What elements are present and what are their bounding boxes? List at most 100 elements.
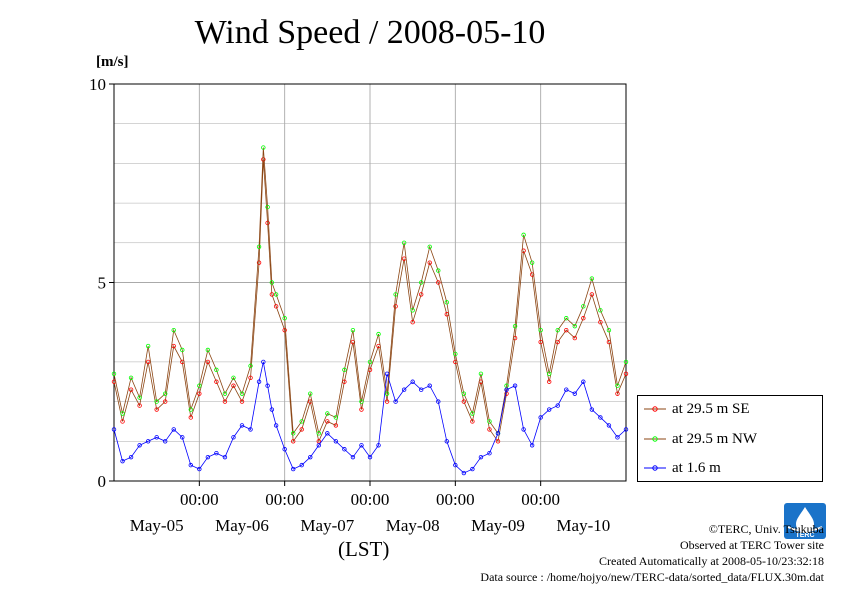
data-point-0 xyxy=(470,419,475,424)
data-point-0 xyxy=(273,304,279,309)
data-point-1 xyxy=(316,431,321,436)
data-point-2 xyxy=(410,379,415,384)
data-point-0 xyxy=(538,339,543,345)
data-point-0 xyxy=(598,320,603,325)
x-tick-label: 00:00 xyxy=(436,490,475,509)
data-point-2 xyxy=(214,451,219,456)
data-point-1 xyxy=(589,276,595,281)
data-point-2 xyxy=(359,443,364,448)
data-point-1 xyxy=(222,391,228,396)
data-point-0 xyxy=(205,359,211,365)
data-point-1 xyxy=(487,419,492,424)
data-point-2 xyxy=(623,427,629,432)
data-point-1 xyxy=(291,431,296,436)
data-point-0 xyxy=(333,423,339,428)
data-point-2 xyxy=(205,454,211,460)
data-point-1 xyxy=(350,327,356,333)
data-point-2 xyxy=(325,431,330,436)
data-point-1 xyxy=(615,383,620,388)
data-point-1 xyxy=(384,391,390,396)
data-point-1 xyxy=(470,411,475,416)
data-point-1 xyxy=(248,363,253,369)
data-point-1 xyxy=(401,240,407,245)
credit-observed: Observed at TERC Tower site xyxy=(679,538,824,552)
data-point-1 xyxy=(376,331,381,337)
data-point-1 xyxy=(180,347,185,353)
data-point-2 xyxy=(291,466,296,472)
data-point-0 xyxy=(547,379,552,384)
data-point-2 xyxy=(504,387,509,392)
data-point-2 xyxy=(162,439,168,444)
data-point-1 xyxy=(581,304,586,309)
data-point-1 xyxy=(205,347,211,353)
data-point-1 xyxy=(555,327,560,333)
data-point-2 xyxy=(308,454,313,460)
y-tick-label: 0 xyxy=(98,472,107,491)
data-point-1 xyxy=(410,308,415,313)
data-point-1 xyxy=(273,292,279,297)
data-point-1 xyxy=(606,327,612,333)
data-point-1 xyxy=(188,407,193,412)
data-point-2 xyxy=(444,439,449,444)
data-point-0 xyxy=(145,359,151,365)
data-point-2 xyxy=(128,454,134,460)
data-point-2 xyxy=(222,454,228,460)
data-point-2 xyxy=(436,399,441,404)
x-tick-label: 00:00 xyxy=(265,490,304,509)
data-point-1 xyxy=(538,327,543,333)
data-point-0 xyxy=(214,379,219,384)
data-point-2 xyxy=(393,399,398,404)
data-point-0 xyxy=(461,399,467,404)
data-point-1 xyxy=(453,351,458,357)
legend-label-nw: at 29.5 m NW xyxy=(672,430,757,447)
logo-text: TERC xyxy=(795,532,814,539)
data-point-2 xyxy=(606,423,612,428)
data-point-2 xyxy=(453,462,458,468)
data-point-2 xyxy=(231,435,236,440)
data-point-0 xyxy=(615,391,620,396)
data-point-0 xyxy=(231,383,236,388)
data-point-2 xyxy=(239,423,245,428)
data-point-0 xyxy=(197,391,202,396)
data-point-2 xyxy=(547,407,552,412)
data-point-1 xyxy=(512,323,518,329)
x-tick-label: 00:00 xyxy=(351,490,390,509)
data-point-1 xyxy=(269,280,275,285)
data-point-2 xyxy=(555,403,560,408)
date-label: May-10 xyxy=(556,516,610,535)
data-point-2 xyxy=(478,454,484,460)
chart-title: Wind Speed / 2008-05-10 xyxy=(194,14,546,51)
data-point-2 xyxy=(367,454,373,460)
legend-swatch-se xyxy=(644,406,666,412)
data-point-1 xyxy=(436,268,441,273)
date-label: May-08 xyxy=(386,516,440,535)
data-point-2 xyxy=(261,359,266,365)
data-point-1 xyxy=(529,260,535,265)
data-point-1 xyxy=(547,371,552,377)
data-point-0 xyxy=(162,399,168,404)
data-point-2 xyxy=(248,427,253,432)
y-tick-label: 5 xyxy=(98,274,107,293)
data-point-1 xyxy=(197,383,202,388)
credit-copyright: ©TERC, Univ. Tsukuba xyxy=(708,522,824,536)
data-point-1 xyxy=(572,323,577,329)
legend-item-low: at 1.6 m xyxy=(644,458,721,478)
y-unit-label: [m/s] xyxy=(96,54,129,70)
x-tick-label: 00:00 xyxy=(521,490,560,509)
data-point-2 xyxy=(419,387,424,392)
legend-label-low: at 1.6 m xyxy=(672,459,721,476)
data-point-2 xyxy=(120,458,125,464)
data-point-1 xyxy=(299,419,304,424)
data-point-1 xyxy=(154,399,159,404)
data-point-2 xyxy=(495,431,501,436)
data-point-0 xyxy=(239,399,245,404)
data-point-1 xyxy=(333,415,339,420)
terc-logo: TERC xyxy=(784,503,826,539)
data-point-2 xyxy=(581,379,586,384)
data-point-2 xyxy=(316,443,321,448)
data-point-2 xyxy=(180,435,185,440)
data-point-1 xyxy=(393,292,398,297)
data-point-1 xyxy=(137,395,142,400)
data-point-2 xyxy=(137,443,142,448)
